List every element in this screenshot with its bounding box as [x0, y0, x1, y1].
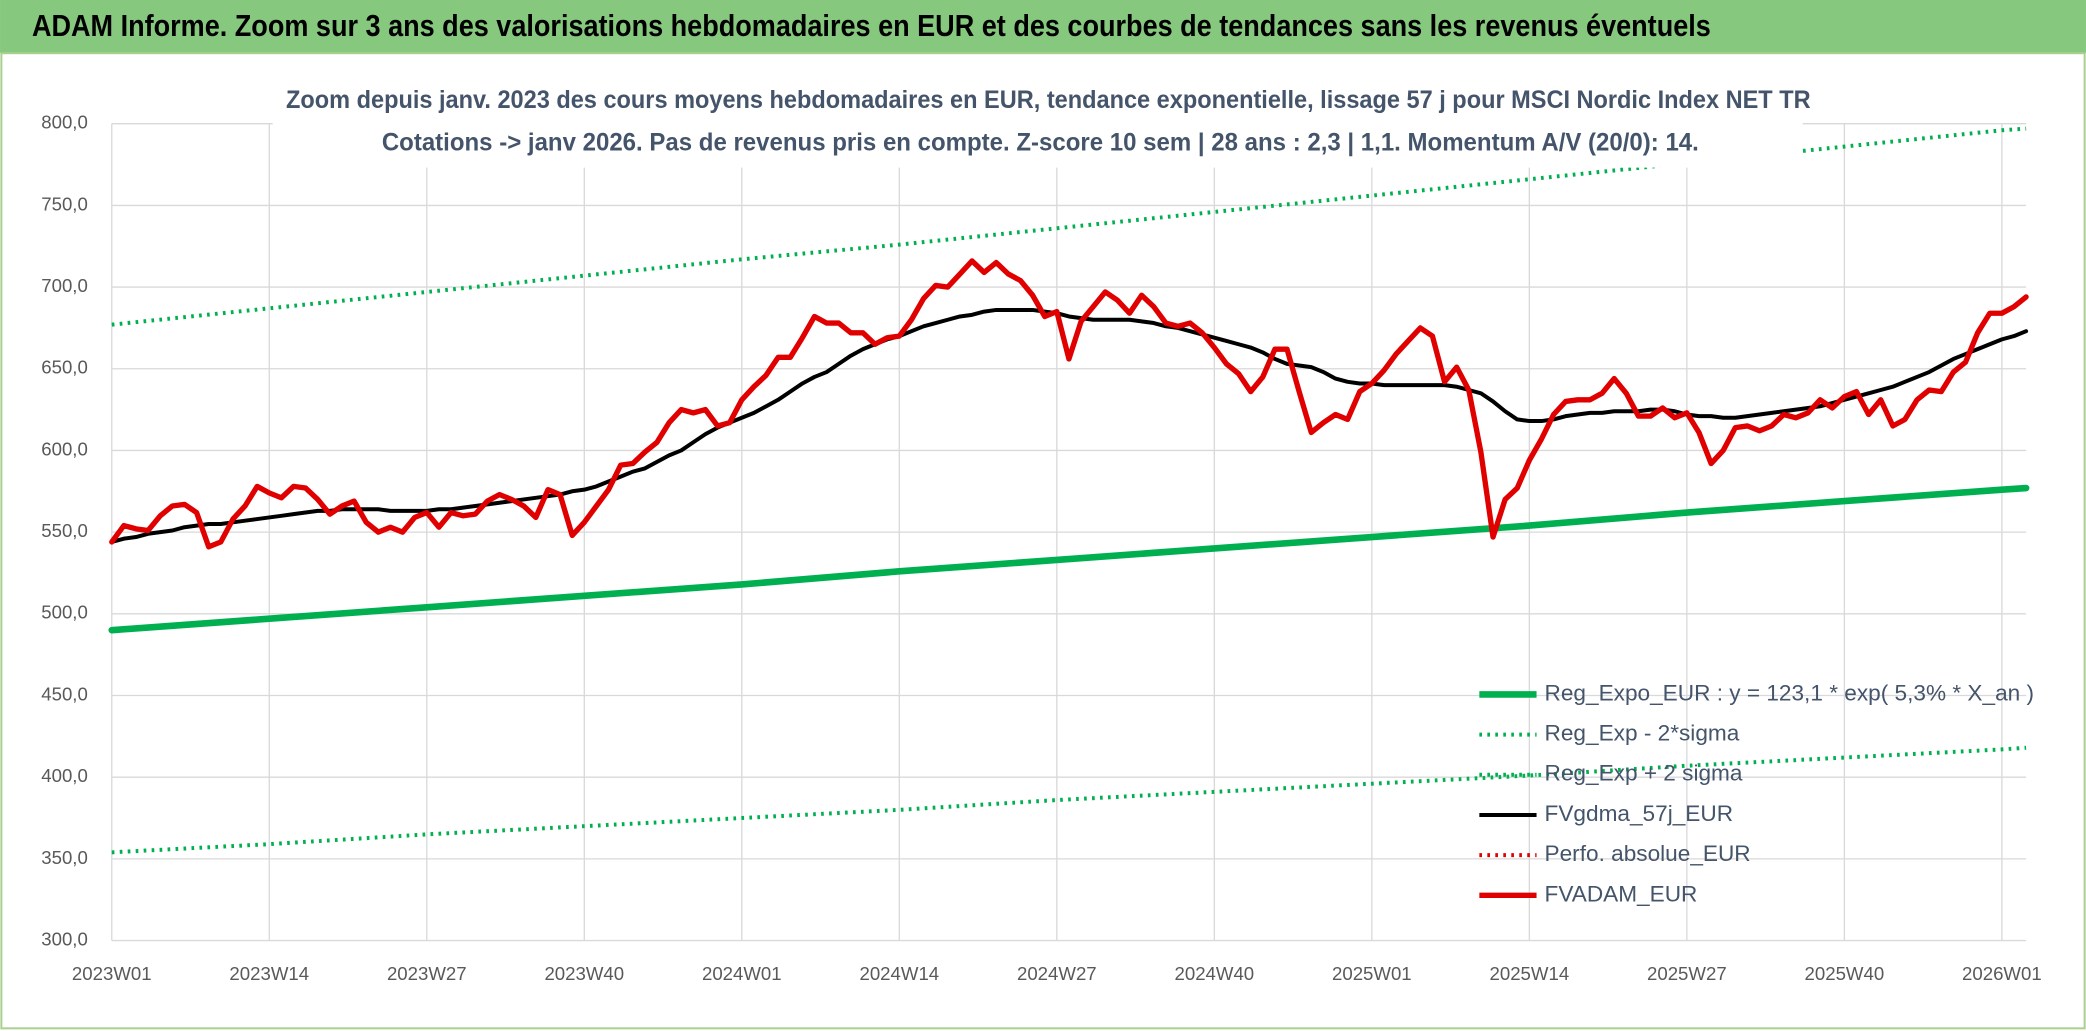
x-tick-label: 2025W27: [1647, 963, 1727, 984]
panel-border: [0, 52, 2086, 1030]
header-band: [0, 0, 2086, 54]
chart-subtitle: Cotations -> janv 2026. Pas de revenus p…: [382, 128, 1699, 156]
x-tick-label: 2023W01: [72, 963, 152, 984]
x-tick-label: 2025W14: [1490, 963, 1570, 984]
x-tick-label: 2025W40: [1805, 963, 1885, 984]
y-tick-label: 650,0: [41, 357, 88, 378]
chart-title: Zoom depuis janv. 2023 des cours moyens …: [286, 86, 1811, 114]
series-line: [111, 745, 2027, 855]
series-line: [109, 307, 2029, 544]
legend: Reg_Expo_EUR : y = 123,1 * exp( 5,3% * X…: [1479, 680, 2034, 906]
y-tick-label: 800,0: [41, 112, 88, 133]
title-box: [272, 77, 1803, 168]
x-tick-label: 2025W01: [1332, 963, 1412, 984]
x-tick-label: 2024W27: [1017, 963, 1097, 984]
series-line: [109, 258, 2029, 550]
plot-area: 300,0 350,0 400,0 450,0 500,0 550,0 600,0 650,0…: [41, 112, 2041, 984]
x-tick-label: 2026W01: [1962, 963, 2042, 984]
y-tick-label: 500,0: [41, 602, 88, 623]
legend-label: Reg_Exp - 2*sigma: [1545, 721, 1740, 746]
legend-label: FVgdma_57j_EUR: [1545, 801, 1734, 826]
header-title: ADAM Informe. Zoom sur 3 ans des valoris…: [32, 9, 1711, 43]
y-tick-label: 350,0: [41, 847, 88, 868]
y-tick-label: 750,0: [41, 193, 88, 214]
y-tick-label: 700,0: [41, 275, 88, 296]
x-tick-label: 2023W40: [544, 963, 624, 984]
x-tick-label: 2024W40: [1174, 963, 1254, 984]
legend-label: Reg_Exp + 2 sigma: [1545, 761, 1743, 786]
x-tick-label: 2024W01: [702, 963, 782, 984]
legend-label: FVADAM_EUR: [1545, 881, 1698, 906]
x-tick-label: 2023W27: [387, 963, 467, 984]
x-tick-label: 2023W14: [229, 963, 309, 984]
legend-label: Reg_Expo_EUR : y = 123,1 * exp( 5,3% * X…: [1545, 680, 2035, 705]
y-tick-label: 300,0: [41, 928, 88, 949]
y-tick-label: 400,0: [41, 765, 88, 786]
y-tick-label: 450,0: [41, 683, 88, 704]
y-tick-label: 550,0: [41, 520, 88, 541]
x-tick-label: 2024W14: [859, 963, 939, 984]
y-tick-label: 600,0: [41, 438, 88, 459]
legend-label: Perfo. absolue_EUR: [1545, 841, 1751, 866]
series-line: [108, 484, 2030, 634]
